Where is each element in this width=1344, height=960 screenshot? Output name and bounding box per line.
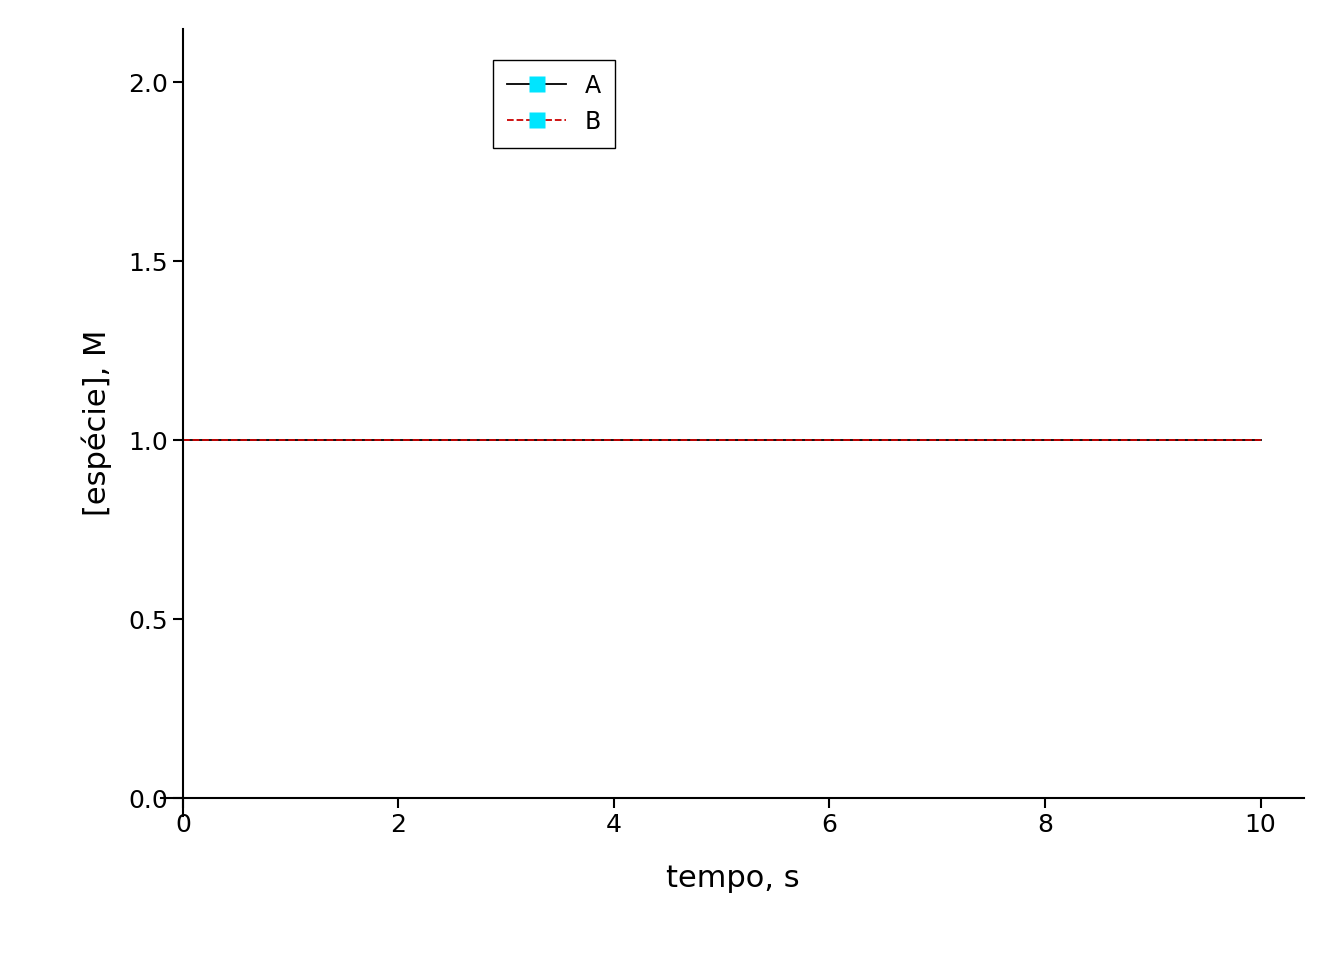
Y-axis label: [espécie], M: [espécie], M	[81, 329, 112, 516]
X-axis label: tempo, s: tempo, s	[665, 864, 800, 894]
Legend: A, B: A, B	[493, 60, 616, 149]
